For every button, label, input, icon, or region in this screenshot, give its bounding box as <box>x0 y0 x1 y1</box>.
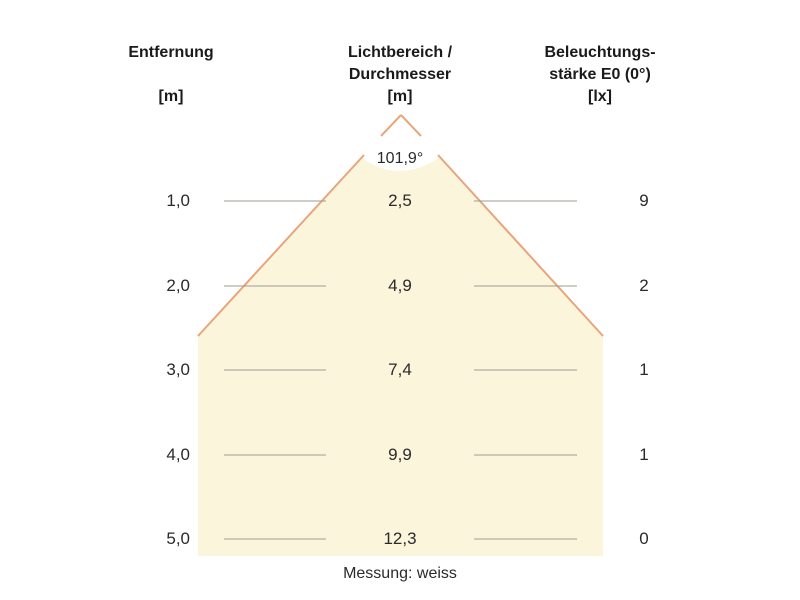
illuminance-header-line-1: Beleuchtungs- <box>544 44 656 61</box>
measurement-note: Messung: weiss <box>343 565 457 582</box>
illuminance-value-2: 2 <box>639 276 649 295</box>
illuminance-value-5: 0 <box>639 529 649 548</box>
diameter-header-line-2: Durchmesser <box>348 66 452 83</box>
diameter-value-1: 2,5 <box>388 191 412 210</box>
diameter-header-unit: [m] <box>387 88 413 105</box>
beam-angle-label: 101,9° <box>376 150 424 167</box>
diameter-value-5: 12,3 <box>383 529 417 548</box>
distance-header-unit: [m] <box>158 88 184 105</box>
distance-value-3: 3,0 <box>166 360 190 379</box>
beam-edge-right-lower <box>437 154 604 337</box>
illuminance-header: Beleuchtungs- stärke E0 (0°) [lx] <box>520 42 680 108</box>
distance-value-1: 1,0 <box>166 191 190 210</box>
beam-edge-right <box>400 114 422 137</box>
light-cone-area <box>198 115 603 556</box>
diameter-value-4: 9,9 <box>388 445 412 464</box>
illuminance-value-1: 9 <box>639 191 649 210</box>
diameter-value-2: 4,9 <box>388 276 412 295</box>
distance-header: Entfernung [m] <box>111 42 231 108</box>
diameter-header-line-1: Lichtbereich / <box>347 44 453 61</box>
illuminance-header-unit: [lx] <box>588 88 612 105</box>
cone-apex-notch <box>360 115 440 171</box>
illuminance-value-4: 1 <box>639 445 649 464</box>
diameter-value-3: 7,4 <box>388 360 412 379</box>
distance-value-5: 5,0 <box>166 529 190 548</box>
distance-value-4: 4,0 <box>166 445 190 464</box>
distance-header-line-2 <box>111 64 231 86</box>
diameter-header: Lichtbereich / Durchmesser [m] <box>320 42 480 108</box>
illuminance-header-line-2: stärke E0 (0°) <box>549 66 651 83</box>
beam-edge-left-lower <box>197 154 365 337</box>
distance-value-2: 2,0 <box>166 276 190 295</box>
beam-edge-left <box>380 114 402 137</box>
illuminance-value-3: 1 <box>639 360 649 379</box>
distance-header-line-1: Entfernung <box>128 44 214 61</box>
